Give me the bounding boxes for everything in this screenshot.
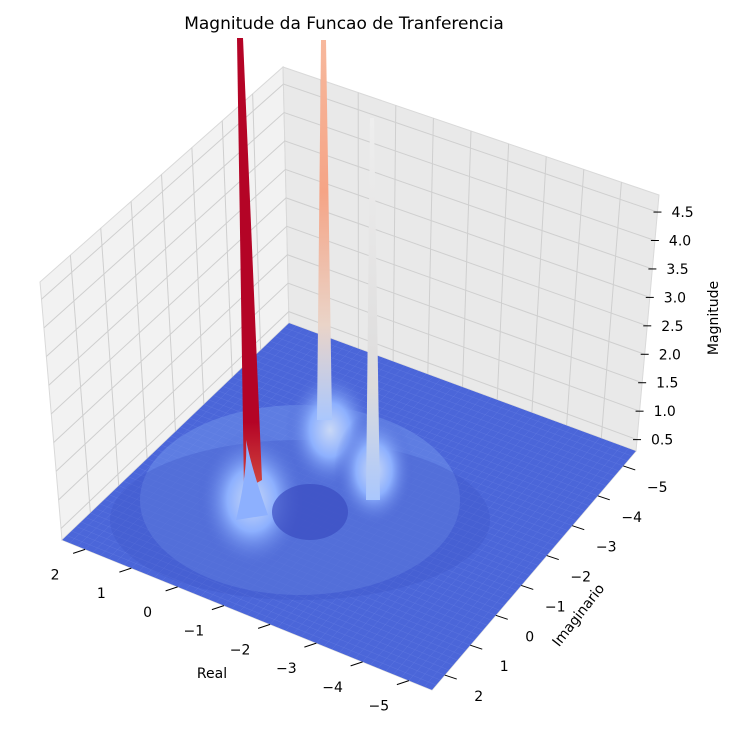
y-tick <box>495 614 508 620</box>
z-tick-label: 3.5 <box>666 262 688 278</box>
x-tick-label: −4 <box>322 680 343 696</box>
y-tick <box>444 674 457 680</box>
z-grid-line <box>48 168 650 386</box>
mesh-line <box>416 445 622 684</box>
back-grid-line <box>191 147 205 405</box>
y-tick <box>546 555 559 561</box>
z-axis-label: Magnitude <box>706 281 722 355</box>
mesh-line <box>400 440 608 678</box>
x-tick-label: −3 <box>276 661 297 677</box>
mesh-line <box>279 331 628 462</box>
z-tick-label: 2.0 <box>659 347 681 363</box>
back-grid-line <box>566 169 585 426</box>
back-grid-line <box>496 143 510 400</box>
y-tick-label: −1 <box>545 599 566 615</box>
x-tick <box>119 567 132 573</box>
back-grid-line <box>600 182 622 439</box>
back-grid-line <box>221 120 233 378</box>
mesh-line <box>377 432 586 669</box>
z-grid-line <box>46 140 653 357</box>
x-tick-label: 1 <box>97 586 106 602</box>
x-tick <box>72 548 86 554</box>
mesh-line <box>385 434 593 672</box>
center-dip <box>272 484 348 540</box>
z-tick-label: 1.5 <box>656 376 678 392</box>
peak-spike-red-skirt <box>236 440 268 520</box>
z-grid-line <box>41 83 658 300</box>
y-tick-label: −4 <box>621 510 642 526</box>
z-grid-line <box>43 111 656 329</box>
y-tick-label: 2 <box>474 689 483 705</box>
z-tick-label: 2.5 <box>661 319 683 335</box>
y-tick-label: −5 <box>647 480 668 496</box>
peak-spike-salmon <box>317 40 332 420</box>
z-axis: 0.5 1.0 1.5 2.0 2.5 3.0 3.5 4.0 4.5 <box>633 205 694 449</box>
x-tick <box>396 680 410 686</box>
chart-title: Magnitude da Funcao de Tranferencia <box>184 14 504 34</box>
x-tick-label: −1 <box>184 624 205 640</box>
z-grid-line <box>58 282 640 501</box>
mesh-line <box>393 437 601 675</box>
y-axis-label: Imaginario <box>550 581 609 650</box>
x-tick-label: 0 <box>143 605 152 621</box>
mesh-line <box>274 336 624 467</box>
x-tick <box>165 586 178 592</box>
z-grid-line <box>55 254 643 472</box>
mesh-line <box>424 448 629 688</box>
x-tick <box>304 642 317 648</box>
y-tick-label: 0 <box>525 629 534 645</box>
x-tick <box>350 661 363 667</box>
x-axis: 2 1 0 −1 −2 −3 −4 −5 <box>51 548 410 715</box>
z-tick-label: 1.0 <box>654 404 676 420</box>
z-tick-label: 3.0 <box>664 290 686 306</box>
y-tick-label: 1 <box>500 659 509 675</box>
mesh-line <box>408 442 615 681</box>
back-grid-line <box>462 130 472 388</box>
back-grid-line <box>69 255 91 513</box>
z-tick-label: 4.5 <box>671 205 693 221</box>
z-grid-line <box>53 225 645 443</box>
y-axis: −5 −4−3 −2−1 01 2 <box>444 465 668 705</box>
peaks <box>236 38 380 520</box>
x-tick-label: 2 <box>51 567 60 583</box>
surface <box>62 323 636 690</box>
y-tick-label: −2 <box>570 570 591 586</box>
z-grid-line <box>60 311 638 529</box>
back-grid-line <box>392 105 397 362</box>
z-tick-label: 4.0 <box>669 234 691 250</box>
x-tick-label: −5 <box>369 699 390 715</box>
back-grid-line <box>130 201 148 459</box>
y-tick-label: −3 <box>596 540 617 556</box>
y-tick <box>623 465 636 471</box>
z-grid-line <box>50 197 648 415</box>
back-grid-line <box>531 156 547 413</box>
back-grid-line <box>161 174 176 432</box>
z-tick-label: 0.5 <box>651 433 673 449</box>
peak-spike-grey <box>366 118 380 500</box>
x-tick <box>211 605 225 611</box>
y-tick <box>521 584 534 590</box>
peak-spike-red <box>237 38 262 490</box>
x-tick-label: −2 <box>230 642 251 658</box>
mesh-line <box>284 327 632 457</box>
y-tick <box>572 525 585 531</box>
back-grid-line <box>252 93 262 351</box>
back-grid-line <box>427 118 434 375</box>
x-tick <box>257 623 271 629</box>
back-grid-line <box>100 228 120 486</box>
x-axis-label: Real <box>197 666 227 682</box>
y-tick <box>470 644 483 650</box>
y-tick <box>597 495 610 501</box>
